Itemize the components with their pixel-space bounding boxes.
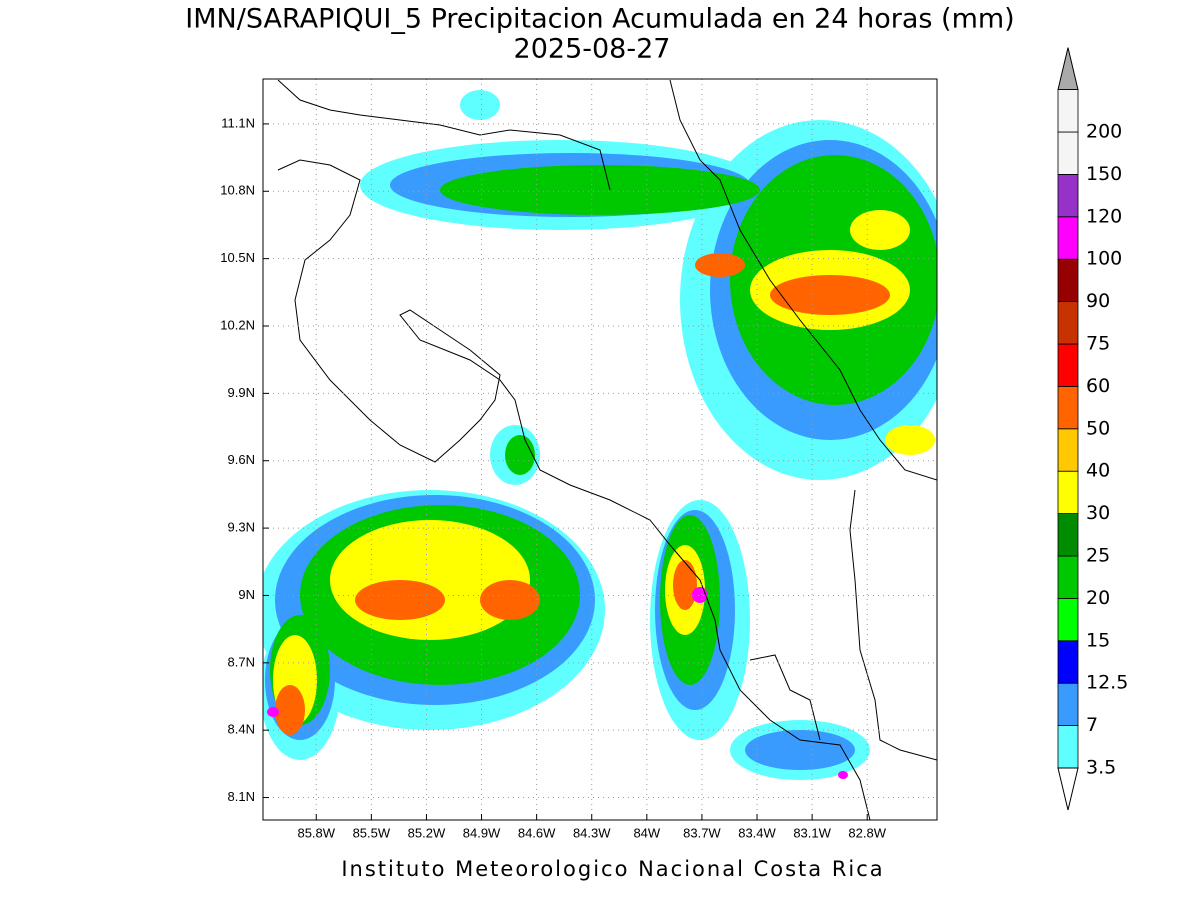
colorbar-bin (1057, 258, 1079, 303)
colorbar-bin (1057, 428, 1079, 472)
precip-50 (275, 253, 890, 735)
subtitle: 2025-08-27 (514, 34, 671, 65)
colorbar-bin (1057, 598, 1079, 642)
x-tick-label: 85.5W (353, 825, 391, 840)
colorbar-label: 100 (1086, 248, 1122, 270)
colorbar-label: 12.5 (1086, 672, 1128, 694)
map-frame (262, 78, 938, 821)
colorbar-over (1057, 47, 1079, 91)
x-tick-label: 85.8W (297, 825, 335, 840)
colorbar-label: 200 (1086, 121, 1122, 143)
colorbar-bin (1057, 216, 1079, 260)
coastline (277, 79, 937, 820)
y-tick-label: 10.2N (220, 317, 255, 332)
colorbar-top-cap (1057, 89, 1079, 133)
x-tick-label: 84.9W (463, 825, 501, 840)
colorbar-label: 3.5 (1086, 757, 1116, 779)
colorbar-label: 150 (1086, 163, 1122, 185)
colorbar-label: 25 (1086, 545, 1110, 567)
colorbar-label: 30 (1086, 502, 1110, 524)
precip-field (263, 90, 937, 780)
colorbar-label: 20 (1086, 587, 1110, 609)
colorbar-bin (1057, 640, 1079, 684)
colorbar-bin (1057, 131, 1079, 175)
colorbar-bin (1057, 173, 1079, 218)
y-tick-label: 8.4N (228, 722, 255, 737)
y-tick-label: 9N (238, 587, 255, 602)
footer: Instituto Meteorologico Nacional Costa R… (341, 857, 884, 881)
x-tick-label: 85.2W (408, 825, 446, 840)
y-tick-label: 11.1N (221, 115, 255, 130)
colorbar-bin (1057, 513, 1079, 557)
y-tick-label: 9.9N (228, 385, 255, 400)
x-tick-label: 84.3W (573, 825, 611, 840)
y-tick-label: 8.1N (228, 789, 255, 804)
y-tick-label: 9.6N (228, 452, 255, 467)
x-tick-label: 84W (633, 825, 660, 840)
colorbar-bin (1057, 725, 1079, 769)
y-tick-label: 9.3N (228, 520, 255, 535)
colorbar-bin (1057, 555, 1079, 599)
y-tick-label: 10.5N (220, 250, 255, 265)
x-tick-label: 82.8W (848, 825, 886, 840)
colorbar-label: 50 (1086, 417, 1110, 439)
colorbar-label: 90 (1086, 290, 1110, 312)
x-tick-label: 83.4W (738, 825, 776, 840)
x-tick-label: 83.1W (793, 825, 831, 840)
colorbar-bin (1057, 385, 1079, 430)
x-tick-label: 83.7W (683, 825, 721, 840)
x-tick-label: 84.6W (518, 825, 556, 840)
colorbar-label: 120 (1086, 205, 1122, 227)
title: IMN/SARAPIQUI_5 Precipitacion Acumulada … (185, 4, 1014, 35)
colorbar-label: 60 (1086, 375, 1110, 397)
colorbar-bin (1057, 301, 1079, 345)
colorbar-label: 7 (1086, 714, 1098, 736)
colorbar-label: 40 (1086, 460, 1110, 482)
colorbar-under (1057, 767, 1079, 811)
y-tick-label: 8.7N (228, 654, 255, 669)
y-tick-label: 10.8N (220, 183, 255, 198)
colorbar-label: 15 (1086, 629, 1110, 651)
colorbar-label: 75 (1086, 333, 1110, 355)
colorbar-bin (1057, 470, 1079, 515)
colorbar-bin (1057, 682, 1079, 727)
colorbar-bin (1057, 343, 1079, 387)
